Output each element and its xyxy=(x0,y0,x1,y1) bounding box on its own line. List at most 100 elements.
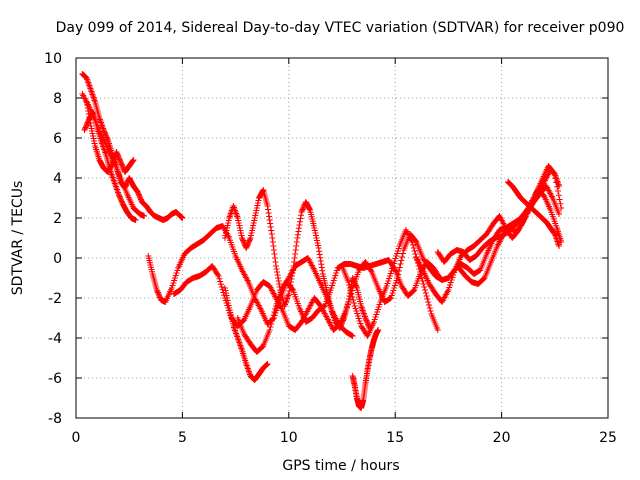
data-point xyxy=(399,250,406,257)
y-tick-label: 4 xyxy=(53,171,62,187)
data-point xyxy=(293,243,300,249)
data-point xyxy=(556,211,563,217)
data-point xyxy=(353,283,360,290)
data-point xyxy=(235,336,242,343)
data-point xyxy=(237,342,244,349)
plot-frame xyxy=(75,57,609,419)
data-point xyxy=(284,295,291,302)
data-point xyxy=(270,243,277,249)
data-point xyxy=(244,364,251,370)
data-point xyxy=(109,174,116,181)
data-point xyxy=(267,224,274,230)
x-tick-label: 0 xyxy=(72,430,81,446)
data-point xyxy=(298,212,305,219)
data-point xyxy=(551,170,558,176)
series-track-7 xyxy=(221,285,271,383)
data-point xyxy=(227,212,234,218)
data-point xyxy=(113,185,120,191)
series-track-15 xyxy=(434,183,563,265)
data-point xyxy=(292,251,299,257)
data-point xyxy=(233,332,240,338)
data-point xyxy=(291,255,298,261)
data-point xyxy=(316,248,323,255)
data-point xyxy=(232,329,239,335)
data-point xyxy=(266,217,273,223)
data-point xyxy=(349,294,356,300)
data-point xyxy=(273,263,280,269)
data-point xyxy=(285,291,292,297)
data-point xyxy=(410,245,417,251)
data-point xyxy=(315,245,322,251)
data-point xyxy=(359,306,366,312)
data-point xyxy=(347,288,354,294)
data-point xyxy=(230,203,237,209)
data-point xyxy=(99,124,106,130)
data-point xyxy=(350,300,357,306)
data-point xyxy=(266,213,273,220)
data-point xyxy=(111,179,118,185)
data-point xyxy=(102,149,109,156)
data-point xyxy=(295,228,302,235)
data-point xyxy=(233,210,240,217)
data-point xyxy=(423,293,430,299)
data-point xyxy=(83,99,90,105)
data-point xyxy=(425,299,432,305)
data-point xyxy=(296,218,303,225)
data-point xyxy=(287,282,294,288)
data-point xyxy=(87,120,94,126)
series-track-8 xyxy=(221,187,373,331)
data-point xyxy=(319,267,326,274)
x-tick-label: 20 xyxy=(493,430,511,446)
data-point xyxy=(361,313,368,320)
data-point xyxy=(273,266,280,272)
data-point xyxy=(232,209,239,215)
data-point xyxy=(84,105,91,111)
y-tick-label: -8 xyxy=(48,411,62,427)
data-point xyxy=(349,333,356,339)
data-point xyxy=(85,108,92,114)
data-point xyxy=(358,304,365,311)
data-series xyxy=(79,71,565,411)
data-point xyxy=(306,206,313,212)
data-point xyxy=(233,212,240,218)
data-point xyxy=(421,287,428,293)
data-point xyxy=(410,242,417,248)
data-point xyxy=(214,271,221,278)
data-point xyxy=(296,222,303,228)
data-point xyxy=(284,294,291,300)
data-point xyxy=(114,188,121,194)
data-point xyxy=(89,91,96,98)
data-point xyxy=(218,284,225,290)
data-point xyxy=(552,175,559,182)
data-point xyxy=(412,251,419,257)
y-tick-label: 2 xyxy=(53,211,62,227)
data-point xyxy=(88,90,95,96)
data-point xyxy=(112,183,119,190)
data-point xyxy=(115,189,122,196)
series-track-3 xyxy=(81,109,139,223)
data-point xyxy=(264,203,271,209)
data-point xyxy=(87,85,94,92)
data-point xyxy=(268,231,275,237)
data-point xyxy=(233,330,240,337)
data-point xyxy=(132,217,139,223)
data-point xyxy=(97,118,104,124)
y-tick-label: 0 xyxy=(53,251,62,267)
grid-lines xyxy=(76,58,608,418)
data-point xyxy=(345,299,352,305)
data-point xyxy=(291,259,298,265)
data-point xyxy=(267,220,274,227)
data-point xyxy=(434,327,441,333)
data-point xyxy=(398,257,405,264)
data-point xyxy=(265,210,272,216)
data-point xyxy=(286,288,293,294)
data-point xyxy=(216,275,223,282)
data-point xyxy=(234,333,241,340)
data-point xyxy=(266,327,273,333)
data-point xyxy=(295,225,302,232)
data-point xyxy=(235,338,242,344)
data-point xyxy=(226,213,233,220)
data-point xyxy=(246,236,253,243)
axis-ticks: 0 5 10 15 20 25 -8 -6 -4 -2 0 2 4 6 8 10 xyxy=(44,51,617,446)
